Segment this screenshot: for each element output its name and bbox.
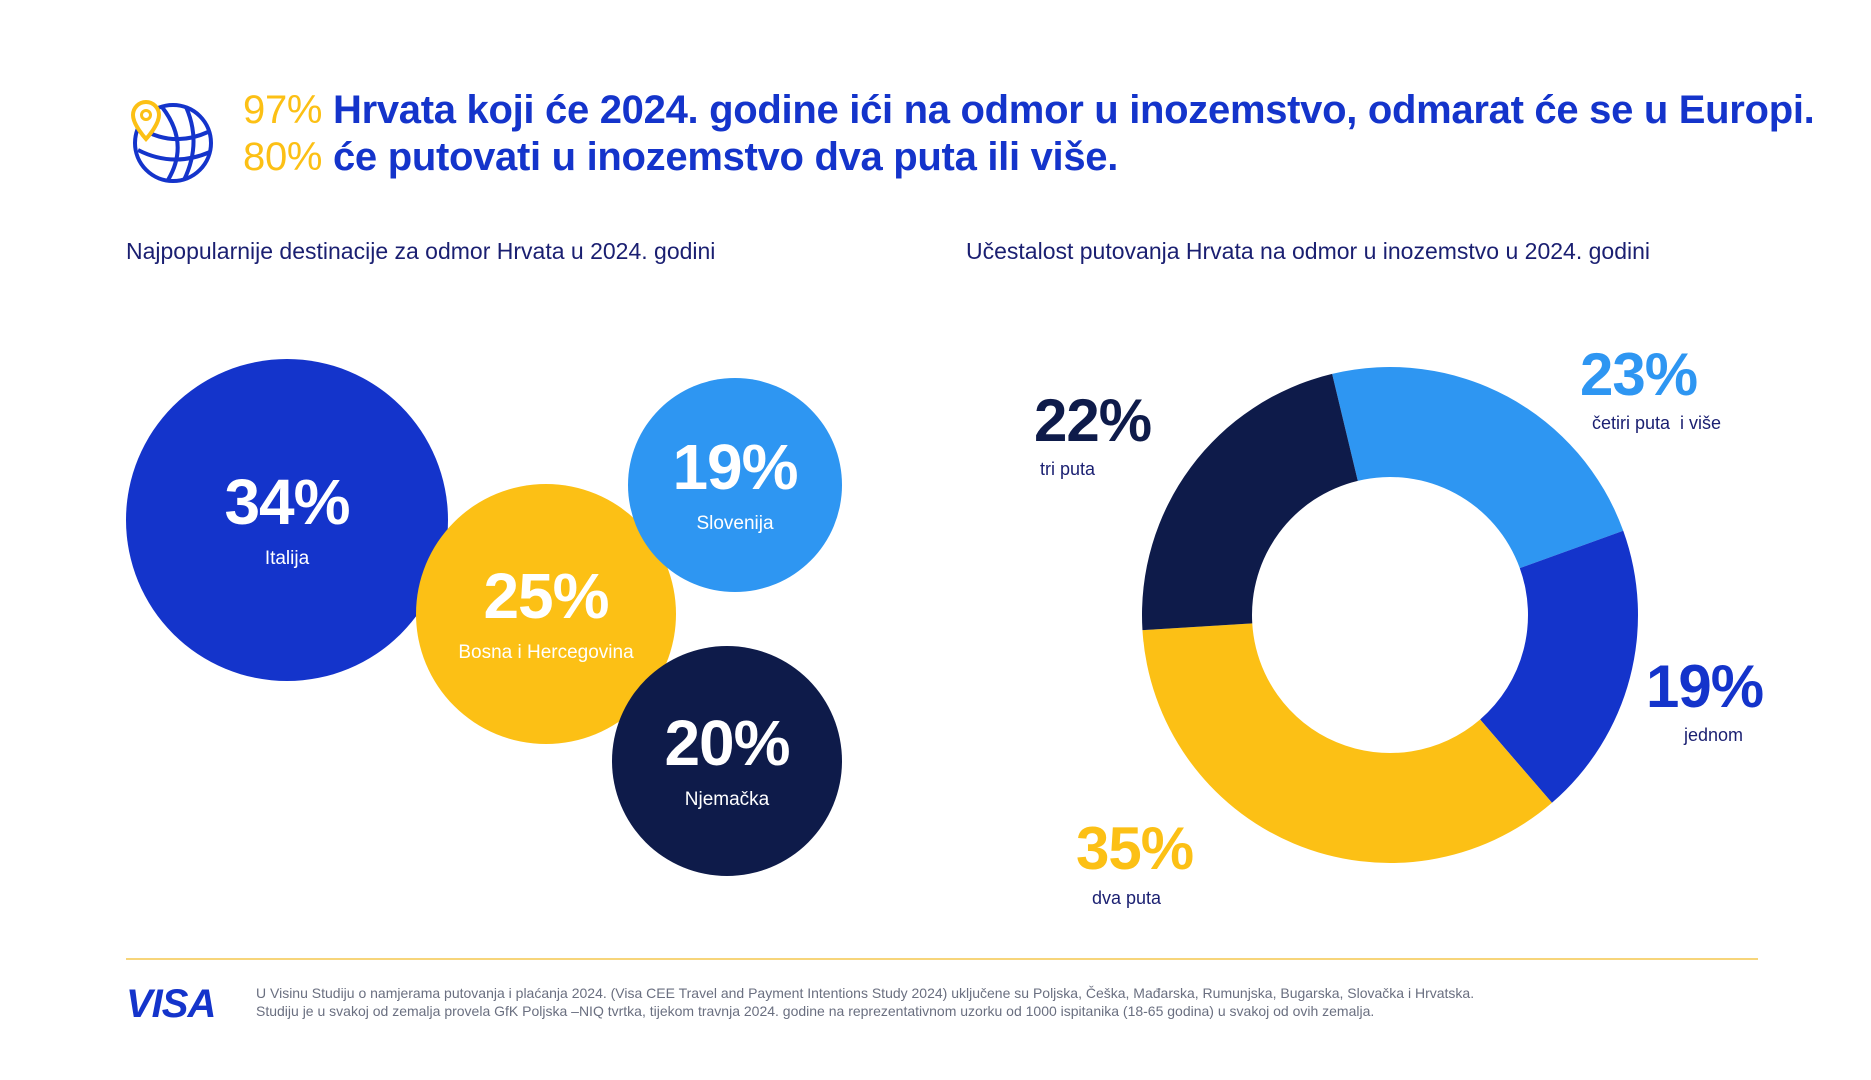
- headline-line-2: 80% će putovati u inozemstvo dva puta il…: [243, 135, 1118, 180]
- donut-slice-dva-puta: [1142, 623, 1552, 863]
- bubble-njemacka: 20% Njemačka: [612, 646, 842, 876]
- bubble-value: 20%: [664, 707, 790, 779]
- donut-slice-cetiri: [1332, 367, 1624, 569]
- donut-label-jednom: jednom: [1684, 725, 1744, 745]
- headline-text-2: će putovati u inozemstvo dva puta ili vi…: [322, 135, 1119, 179]
- donut-chart-title: Učestalost putovanja Hrvata na odmor u i…: [966, 238, 1651, 264]
- donut-value-jednom: 19%: [1646, 653, 1764, 720]
- bubble-chart-title: Najpopularnije destinacije za odmor Hrva…: [126, 238, 716, 264]
- donut-value-tri-puta: 22%: [1034, 387, 1152, 454]
- donut-label-cetiri: četiri puta i više: [1592, 413, 1722, 433]
- footer-divider: [126, 958, 1758, 960]
- footer-note-2: Studiju je u svakoj od zemalja provela G…: [256, 1003, 1375, 1019]
- globe-pin-icon: [130, 99, 213, 183]
- bubble-label: Njemačka: [684, 789, 770, 810]
- donut-slice-jednom: [1480, 530, 1638, 803]
- bubble-value: 19%: [672, 431, 798, 503]
- bubble-value: 34%: [224, 466, 350, 538]
- headline-text-1: Hrvata koji će 2024. godine ići na odmor…: [322, 88, 1815, 132]
- headline-pct-2: 80%: [243, 135, 323, 179]
- bubble-slovenija: 19% Slovenija: [628, 378, 842, 592]
- headline-line-1: 97% Hrvata koji će 2024. godine ići na o…: [243, 88, 1815, 133]
- donut-chart: [1142, 367, 1638, 863]
- bubble-value: 25%: [483, 560, 609, 632]
- footer-note-1: U Visinu Studiju o namjerama putovanja i…: [256, 985, 1475, 1001]
- bubble-label: Italija: [264, 548, 310, 569]
- headline-pct-1: 97%: [243, 88, 323, 132]
- donut-value-dva-puta: 35%: [1076, 815, 1194, 882]
- donut-label-dva-puta: dva puta: [1092, 888, 1162, 908]
- bubble-italija: 34% Italija: [126, 359, 448, 681]
- donut-label-tri-puta: tri puta: [1040, 459, 1096, 479]
- donut-value-cetiri: 23%: [1580, 341, 1698, 408]
- bubble-label: Slovenija: [696, 513, 774, 534]
- visa-logo: VISA: [126, 982, 216, 1026]
- bubble-label: Bosna i Hercegovina: [458, 642, 634, 663]
- donut-slice-tri-puta: [1142, 373, 1358, 631]
